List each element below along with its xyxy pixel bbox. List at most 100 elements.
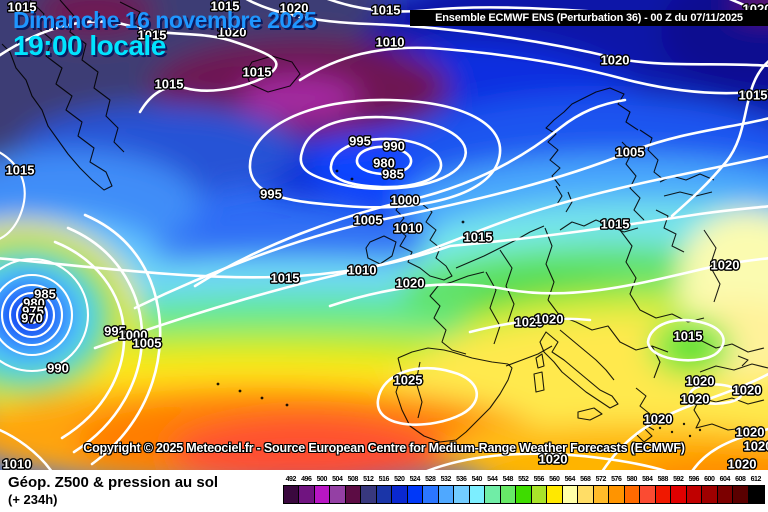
legend-swatch: [485, 486, 501, 503]
legend-swatch: [438, 486, 455, 503]
pressure-label: 1020: [681, 392, 710, 407]
weather-map-canvas: 1015101510201015101510201020101510101020…: [0, 0, 768, 470]
pressure-label: 1020: [218, 25, 247, 40]
pressure-label: 1015: [138, 28, 167, 43]
legend-value: 500: [316, 476, 328, 483]
legend-swatch: [361, 486, 377, 503]
legend-value: 568: [580, 476, 591, 483]
pressure-label: 1015: [372, 3, 401, 18]
legend-value: 560: [549, 476, 560, 483]
pressure-label: 1020: [396, 276, 425, 291]
pressure-label: 1020: [728, 457, 757, 471]
z500-color-field: [0, 0, 768, 470]
pressure-label: 1020: [601, 53, 630, 68]
pressure-label: 1020: [736, 425, 765, 440]
pressure-label: 990: [47, 361, 69, 376]
copyright-line: Copyright © 2025 Meteociel.fr - Source E…: [83, 441, 685, 455]
legend-swatch: [299, 486, 315, 503]
pressure-label: 1005: [354, 213, 383, 228]
pressure-label: 985: [34, 287, 56, 302]
pressure-label: 1015: [601, 217, 630, 232]
legend-value: 524: [409, 476, 421, 483]
pressure-label: 1015: [674, 329, 703, 344]
legend-value: 508: [347, 476, 359, 483]
product-title: Géop. Z500 & pression au sol: [8, 474, 219, 491]
legend-value: 592: [673, 476, 684, 483]
pressure-label: 1020: [539, 452, 568, 467]
legend-swatch: [578, 486, 594, 503]
pressure-label: 1020: [280, 1, 309, 16]
pressure-label: 1015: [6, 163, 35, 178]
legend-swatch: [686, 486, 703, 503]
legend-swatch: [531, 486, 548, 503]
legend-value: 504: [332, 476, 343, 483]
pressure-label: 1010: [376, 35, 405, 50]
pressure-label: 1020: [711, 258, 740, 273]
legend-swatch: [454, 486, 470, 503]
pressure-label: 1020: [686, 374, 715, 389]
legend-swatch: [345, 486, 362, 503]
legend-swatch: [624, 486, 641, 503]
legend-swatch: [733, 486, 749, 503]
pressure-label: 1015: [271, 271, 300, 286]
legend-swatch: [516, 486, 532, 503]
legend-swatch: [671, 486, 687, 503]
pressure-label: 1010: [394, 221, 423, 236]
legend-value: 580: [626, 476, 638, 483]
legend-value: 556: [533, 476, 545, 483]
legend-value: 608: [735, 476, 746, 483]
legend-swatch: [748, 486, 765, 503]
pressure-labels: 1015101510201015101510201020101510101020…: [1, 0, 768, 471]
legend-value: 544: [487, 476, 498, 483]
pressure-label: 990: [383, 139, 405, 154]
legend-value: 528: [425, 476, 436, 483]
pressure-label: 1000: [119, 328, 148, 343]
legend-value: 596: [688, 476, 700, 483]
legend-value: 612: [750, 476, 762, 483]
legend-value: 564: [564, 476, 576, 483]
pressure-label: 980: [23, 296, 45, 311]
legend-swatch: [330, 486, 346, 503]
pressure-label: 1010: [348, 263, 377, 278]
pressure-label: 970: [21, 311, 43, 326]
legend-value: 576: [611, 476, 622, 483]
pressure-label: 1020: [744, 439, 768, 454]
legend-value: 512: [363, 476, 374, 483]
pressure-label: 1015: [8, 0, 37, 15]
legend-value: 604: [719, 476, 731, 483]
pressure-label: 1005: [133, 336, 162, 351]
pressure-label: 995: [349, 134, 371, 149]
legend-swatch: [609, 486, 625, 503]
legend-value: 584: [642, 476, 653, 483]
pressure-label: 975: [22, 304, 44, 319]
z500-low-core: [26, 310, 36, 320]
legend-swatch: [376, 486, 393, 503]
legend-value: 492: [285, 476, 297, 483]
isobar-contours: [0, 0, 768, 470]
pressure-label: 1015: [739, 88, 768, 103]
bottom-panel: Géop. Z500 & pression au sol (+ 234h) 49…: [0, 470, 768, 512]
legend-swatch: [702, 486, 718, 503]
legend-value: 532: [440, 476, 452, 483]
pressure-label: 1020: [733, 383, 762, 398]
legend-value: 536: [456, 476, 467, 483]
legend-swatch: [562, 486, 579, 503]
legend-value: 572: [595, 476, 607, 483]
pressure-label: 1005: [616, 145, 645, 160]
pressure-label: 1015: [464, 230, 493, 245]
legend-swatch: [593, 486, 610, 503]
z500-color-legend: 492 496 500 504 508 512 516 520 524 528 532 536 540 5…: [283, 475, 765, 504]
legend-values: 492 496 500 504 508 512 516 520 524 528 532 536 540 5…: [283, 475, 764, 484]
coastlines: [1, 0, 768, 443]
pressure-label: 1015: [211, 0, 240, 14]
pressure-label: 985: [382, 167, 404, 182]
pressure-label: 995: [260, 187, 282, 202]
legend-swatch: [717, 486, 734, 503]
legend-swatch: [407, 486, 424, 503]
pressure-label: 1010: [3, 457, 32, 471]
legend-swatch: [314, 486, 331, 503]
pressure-label: 1020: [515, 315, 544, 330]
pressure-label: 1020: [644, 412, 673, 427]
forecast-step: (+ 234h): [8, 492, 58, 507]
